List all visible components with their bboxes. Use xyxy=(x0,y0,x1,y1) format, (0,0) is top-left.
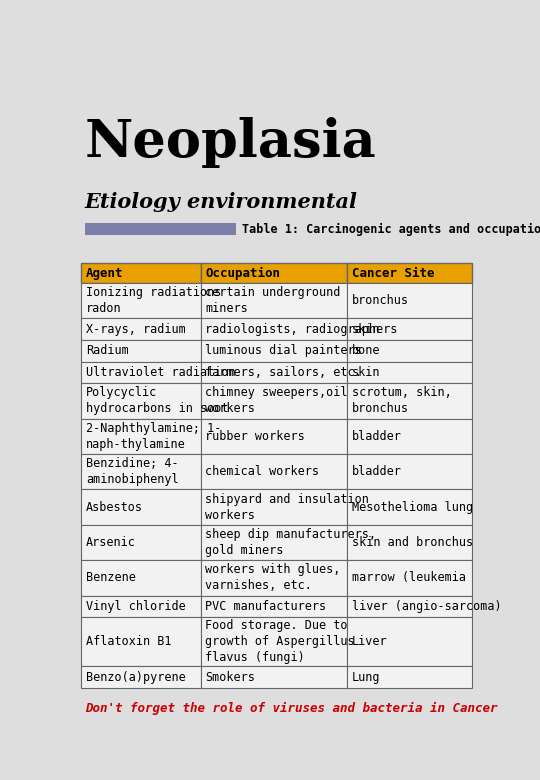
Text: Benzo(a)pyrene: Benzo(a)pyrene xyxy=(86,671,186,684)
Bar xyxy=(200,383,347,419)
Text: Etiology environmental: Etiology environmental xyxy=(85,192,357,212)
Text: Polycyclic
hydrocarbons in soot: Polycyclic hydrocarbons in soot xyxy=(86,386,228,415)
Bar xyxy=(200,454,347,489)
Bar xyxy=(82,318,200,340)
Bar xyxy=(347,318,472,340)
Bar xyxy=(200,489,347,525)
Bar xyxy=(82,596,200,617)
Bar xyxy=(347,283,472,318)
Text: Ultraviolet radiation: Ultraviolet radiation xyxy=(86,366,236,379)
Bar xyxy=(347,263,472,283)
Bar xyxy=(347,383,472,419)
Text: Vinyl chloride: Vinyl chloride xyxy=(86,600,186,613)
Text: bladder: bladder xyxy=(352,430,402,443)
Text: Radium: Radium xyxy=(86,344,129,357)
Text: Mesothelioma lung: Mesothelioma lung xyxy=(352,501,473,513)
Text: Food storage. Due to
growth of Aspergillus
flavus (fungi): Food storage. Due to growth of Aspergill… xyxy=(205,619,355,665)
Bar xyxy=(347,362,472,383)
Text: skin and bronchus: skin and bronchus xyxy=(352,536,473,549)
Text: skin: skin xyxy=(352,366,380,379)
Text: Don't forget the role of viruses and bacteria in Cancer: Don't forget the role of viruses and bac… xyxy=(85,702,497,715)
Text: luminous dial painters: luminous dial painters xyxy=(205,344,362,357)
Bar xyxy=(347,666,472,688)
Bar xyxy=(85,223,235,236)
Bar xyxy=(200,419,347,454)
Text: chemical workers: chemical workers xyxy=(205,465,319,478)
Bar xyxy=(82,362,200,383)
Bar xyxy=(347,340,472,362)
Text: scrotum, skin,
bronchus: scrotum, skin, bronchus xyxy=(352,386,451,415)
Text: Benzene: Benzene xyxy=(86,572,136,584)
Bar xyxy=(82,560,200,596)
Text: sheep dip manufacturers,
gold miners: sheep dip manufacturers, gold miners xyxy=(205,528,376,557)
Text: X-rays, radium: X-rays, radium xyxy=(86,323,186,335)
Text: rubber workers: rubber workers xyxy=(205,430,305,443)
Bar xyxy=(82,340,200,362)
Bar xyxy=(200,596,347,617)
Text: Benzidine; 4-
aminobiphenyl: Benzidine; 4- aminobiphenyl xyxy=(86,457,179,486)
Bar xyxy=(347,419,472,454)
Text: Lung: Lung xyxy=(352,671,380,684)
Text: certain underground
miners: certain underground miners xyxy=(205,286,341,315)
Text: PVC manufacturers: PVC manufacturers xyxy=(205,600,326,613)
Text: marrow (leukemia: marrow (leukemia xyxy=(352,572,465,584)
Bar xyxy=(347,617,472,666)
Text: liver (angio-sarcoma): liver (angio-sarcoma) xyxy=(352,600,501,613)
Text: Cancer Site: Cancer Site xyxy=(352,267,434,279)
Bar xyxy=(82,263,200,283)
Bar xyxy=(200,525,347,560)
Text: workers with glues,
varnishes, etc.: workers with glues, varnishes, etc. xyxy=(205,563,341,593)
Bar xyxy=(82,283,200,318)
Bar xyxy=(347,525,472,560)
Text: Agent: Agent xyxy=(86,267,124,279)
Text: bone: bone xyxy=(352,344,380,357)
Bar xyxy=(82,419,200,454)
Bar xyxy=(347,596,472,617)
Text: skin: skin xyxy=(352,323,380,335)
Bar xyxy=(347,454,472,489)
Bar xyxy=(200,362,347,383)
Text: Asbestos: Asbestos xyxy=(86,501,143,513)
Bar xyxy=(200,263,347,283)
Text: Smokers: Smokers xyxy=(205,671,255,684)
Text: Neoplasia: Neoplasia xyxy=(85,117,376,168)
Text: Table 1: Carcinogenic agents and occupational cancer: Table 1: Carcinogenic agents and occupat… xyxy=(242,222,540,236)
Bar xyxy=(82,454,200,489)
Text: farmers, sailors, etc.: farmers, sailors, etc. xyxy=(205,366,362,379)
Bar xyxy=(82,666,200,688)
Bar xyxy=(82,489,200,525)
Bar xyxy=(82,617,200,666)
Text: 2-Naphthylamine; 1-
naph-thylamine: 2-Naphthylamine; 1- naph-thylamine xyxy=(86,422,221,451)
Bar xyxy=(347,489,472,525)
Text: bronchus: bronchus xyxy=(352,294,409,307)
Bar xyxy=(347,560,472,596)
Text: radiologists, radiographers: radiologists, radiographers xyxy=(205,323,397,335)
Bar xyxy=(200,318,347,340)
Text: Occupation: Occupation xyxy=(205,267,280,279)
Bar xyxy=(200,560,347,596)
Bar xyxy=(200,340,347,362)
Text: Ionizing radiations
radon: Ionizing radiations radon xyxy=(86,286,221,315)
Text: chimney sweepers,oil
workers: chimney sweepers,oil workers xyxy=(205,386,348,415)
Text: shipyard and insulation
workers: shipyard and insulation workers xyxy=(205,493,369,522)
Bar xyxy=(200,666,347,688)
Text: Liver: Liver xyxy=(352,636,387,648)
Bar xyxy=(82,383,200,419)
Text: Arsenic: Arsenic xyxy=(86,536,136,549)
Text: Aflatoxin B1: Aflatoxin B1 xyxy=(86,636,172,648)
Bar xyxy=(82,525,200,560)
Text: bladder: bladder xyxy=(352,465,402,478)
Bar xyxy=(200,283,347,318)
Bar xyxy=(200,617,347,666)
